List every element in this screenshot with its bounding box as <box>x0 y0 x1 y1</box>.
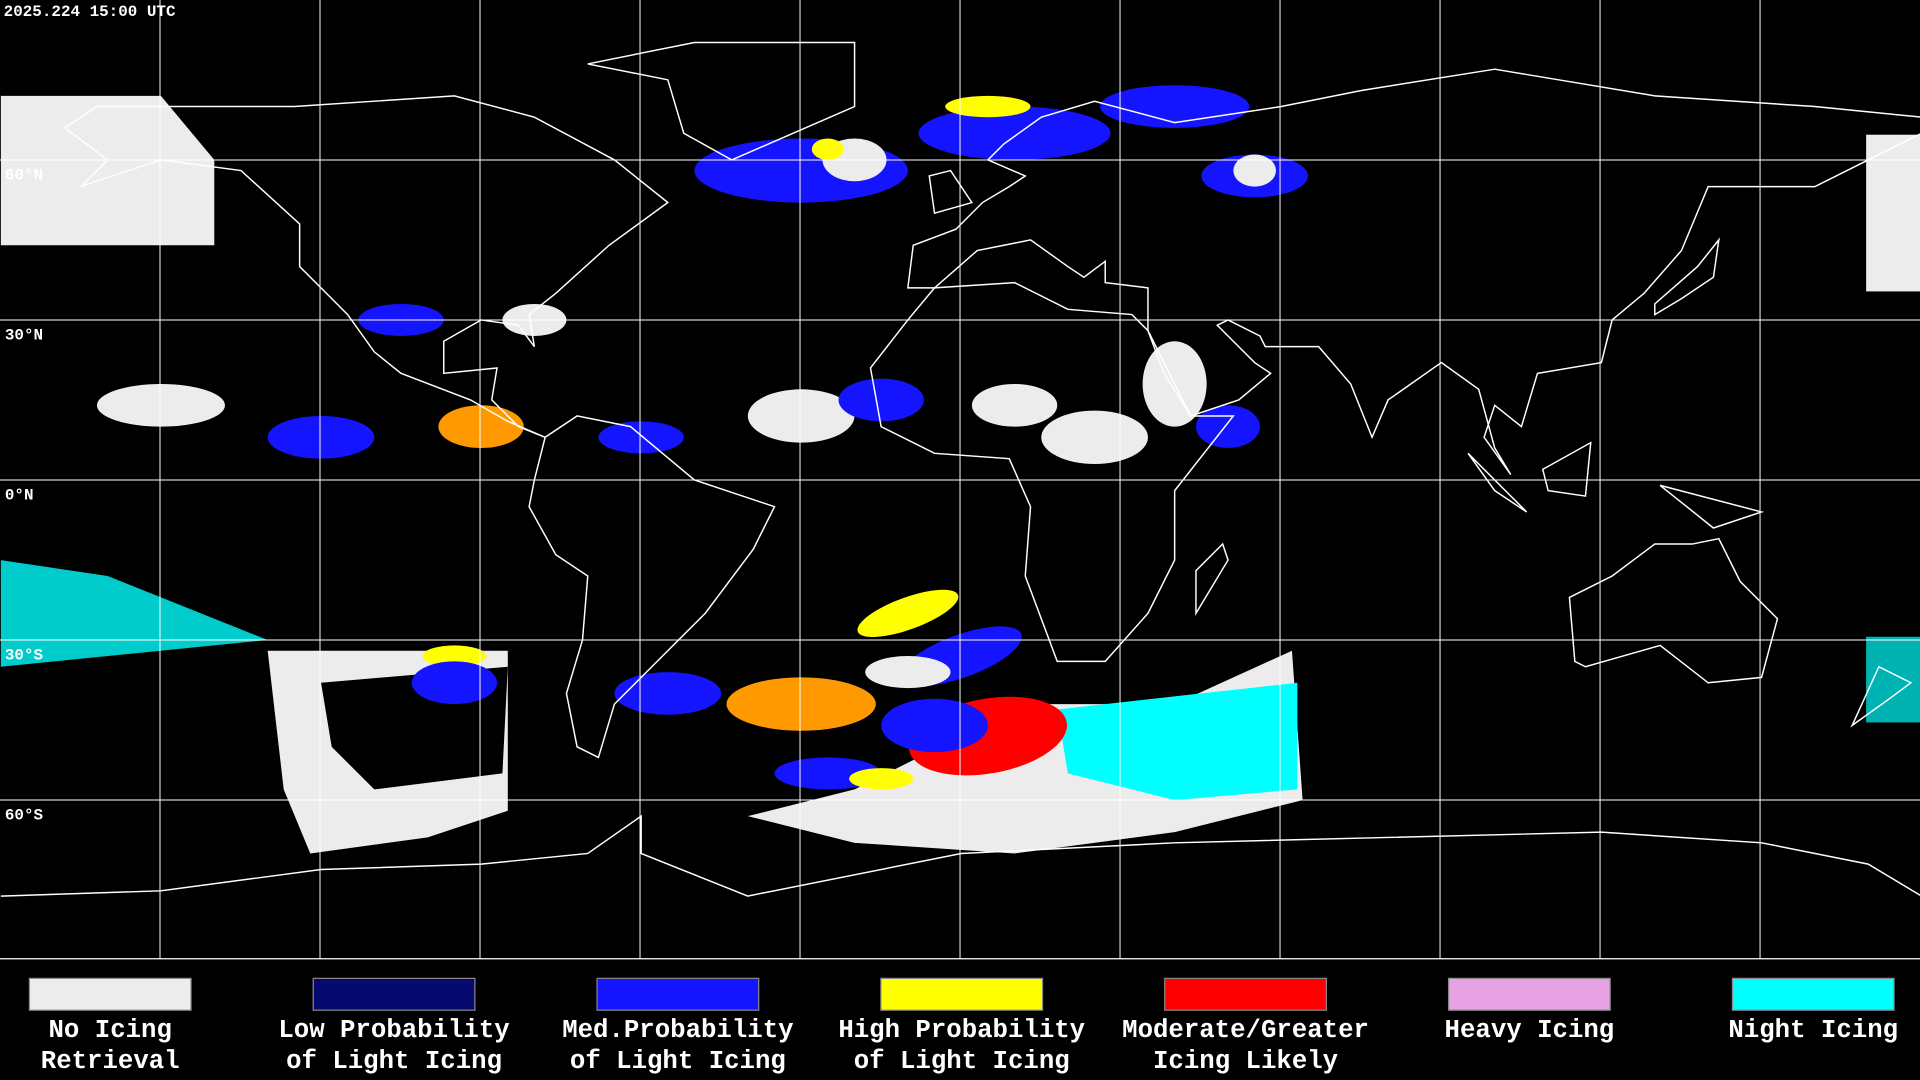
legend-swatch <box>1164 977 1327 1011</box>
icing-patch <box>849 768 914 790</box>
latitude-label: 30°S <box>5 647 44 665</box>
timestamp: 2025.224 15:00 UTC <box>4 3 176 21</box>
legend-label: of Light Icing <box>570 1047 786 1076</box>
coastline <box>907 68 1920 476</box>
legend-label: Icing Likely <box>1153 1047 1338 1076</box>
legend-label: Retrieval <box>41 1047 180 1076</box>
legend-swatch <box>596 977 760 1011</box>
legend-label: of Light Icing <box>286 1047 502 1076</box>
coastline <box>1541 441 1592 497</box>
icing-patch <box>1233 154 1276 187</box>
legend-label: Moderate/Greater <box>1122 1016 1369 1045</box>
icing-patch <box>918 106 1111 160</box>
icing-patch <box>1041 410 1148 464</box>
legend-label: High Probability <box>838 1016 1085 1045</box>
icing-patch <box>945 95 1031 118</box>
icing-patch <box>881 698 988 753</box>
legend-swatch <box>28 977 192 1011</box>
coastline <box>63 95 670 438</box>
coastline <box>869 281 1235 663</box>
coastline <box>1654 237 1720 316</box>
legend-label: Heavy Icing <box>1445 1016 1615 1045</box>
coastline <box>1467 452 1528 513</box>
latitude-label: 60°S <box>5 807 44 825</box>
icing-patch <box>614 672 722 715</box>
icing-patch <box>747 389 855 443</box>
latitude-label: 0°N <box>5 487 34 505</box>
legend-label: of Light Icing <box>854 1047 1070 1076</box>
coastline <box>0 814 1920 897</box>
legend-swatch <box>1731 977 1895 1011</box>
coastline <box>587 41 856 161</box>
legend-label: Night Icing <box>1728 1016 1898 1045</box>
legend-swatch <box>880 977 1044 1011</box>
coastline <box>1568 537 1779 684</box>
coastline <box>1850 665 1913 728</box>
legend-label: Low Probability <box>278 1016 509 1045</box>
icing-patch <box>438 405 524 448</box>
night-swath <box>1057 682 1298 801</box>
retrieval-swath <box>0 95 215 246</box>
coastline <box>1195 542 1229 616</box>
icing-patch <box>422 645 487 667</box>
icing-patch <box>857 589 959 638</box>
icing-patch <box>971 383 1058 427</box>
icing-patch <box>411 661 498 705</box>
icing-patch <box>598 421 684 454</box>
graticule <box>0 0 1920 959</box>
coastlines <box>0 41 1920 897</box>
retrieval-swath <box>1866 134 1920 292</box>
icing-patch <box>838 378 924 422</box>
icing-patch <box>811 138 844 160</box>
legend-swatch <box>1447 977 1611 1011</box>
icing-patch <box>267 415 375 459</box>
legend-swatch <box>312 977 476 1011</box>
legend-label: No Icing <box>49 1016 172 1045</box>
icing-patch <box>865 656 951 689</box>
coastline <box>928 169 974 215</box>
legend-label: Med.Probability <box>562 1016 793 1045</box>
icing-patch <box>726 677 876 731</box>
icing-patch <box>96 383 225 427</box>
icing-patch <box>1099 85 1250 128</box>
latitude-label: 30°N <box>5 327 43 345</box>
coastline <box>528 415 776 759</box>
latitude-label: 60°N <box>5 167 43 185</box>
coastline <box>1659 484 1765 529</box>
latitude-labels: 60°N 30°N 0°N 30°S 60°S <box>5 167 44 825</box>
